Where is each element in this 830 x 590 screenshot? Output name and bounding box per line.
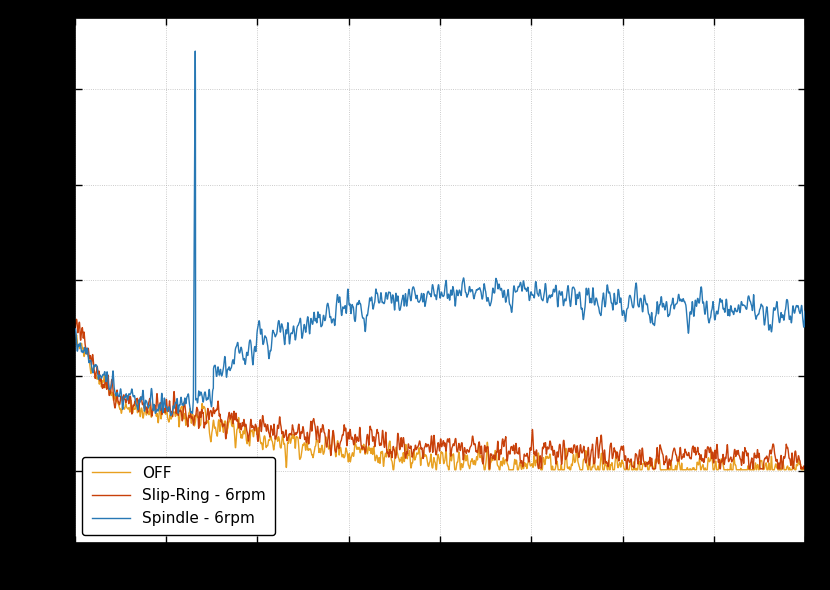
OFF [388,466,398,473]
Spindle - 6rpm [383,294,393,301]
OFF [800,466,810,473]
Line: Spindle - 6rpm: Spindle - 6rpm [75,51,805,416]
Spindle - 6rpm [70,326,80,333]
Slip-Ring - 6rpm [778,461,788,468]
Line: OFF: OFF [75,335,805,470]
Slip-Ring - 6rpm [417,444,427,451]
OFF [71,332,81,339]
Spindle - 6rpm [742,306,752,313]
Slip-Ring - 6rpm [377,437,387,444]
OFF [70,336,80,343]
Slip-Ring - 6rpm [70,327,80,335]
Spindle - 6rpm [190,48,200,55]
Slip-Ring - 6rpm [383,448,393,455]
Spindle - 6rpm [601,300,611,307]
Slip-Ring - 6rpm [742,451,752,458]
Slip-Ring - 6rpm [800,466,810,473]
Line: Slip-Ring - 6rpm: Slip-Ring - 6rpm [75,319,805,469]
OFF [377,450,387,457]
Spindle - 6rpm [166,412,176,419]
Spindle - 6rpm [417,292,427,299]
Slip-Ring - 6rpm [485,466,495,473]
Slip-Ring - 6rpm [601,459,611,466]
OFF [742,466,752,473]
Spindle - 6rpm [778,312,788,319]
Spindle - 6rpm [800,308,810,315]
OFF [383,447,393,454]
Spindle - 6rpm [377,298,387,305]
OFF [417,454,427,461]
OFF [778,458,788,466]
OFF [601,458,611,466]
Legend: OFF, Slip-Ring - 6rpm, Spindle - 6rpm: OFF, Slip-Ring - 6rpm, Spindle - 6rpm [82,457,275,535]
Slip-Ring - 6rpm [71,316,81,323]
